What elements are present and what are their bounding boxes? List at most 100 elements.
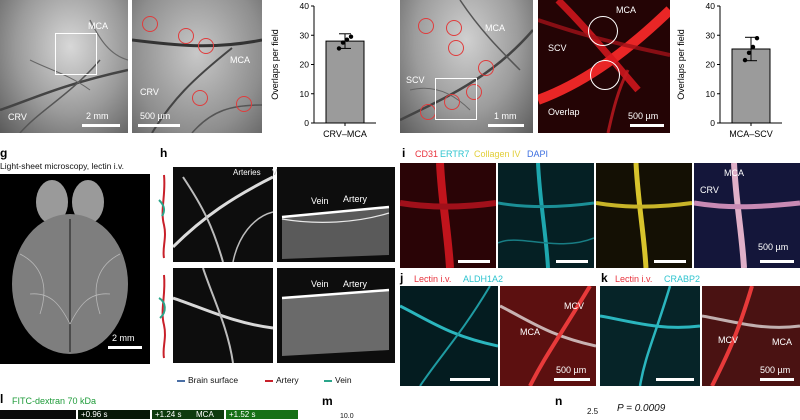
channel-collagen-iv: Collagen IV bbox=[474, 149, 521, 159]
vessel-drawing bbox=[173, 175, 273, 262]
merged-channel-image: MCA CRV 500 µm bbox=[694, 163, 800, 268]
panel-m-tick: 10.0 bbox=[340, 413, 354, 420]
vessel-drawing bbox=[173, 268, 273, 363]
label-vein: Vein bbox=[311, 279, 329, 289]
label-mca: MCA bbox=[230, 55, 250, 65]
frame-time: +0.96 s bbox=[81, 410, 108, 419]
label-artery: Artery bbox=[343, 194, 368, 204]
channel-ertr7: ERTR7 bbox=[440, 149, 470, 159]
overlap-circle bbox=[590, 60, 620, 90]
overlap-bar-chart-crv-mca: 0 10 20 30 40 Overlaps per field CRV–MCA bbox=[270, 1, 376, 139]
label-artery: Artery bbox=[343, 279, 368, 289]
y-tick-label: 40 bbox=[300, 1, 310, 11]
overlap-circle bbox=[444, 94, 460, 110]
label-mca: MCA bbox=[196, 410, 214, 419]
vessel-drawing bbox=[400, 286, 498, 386]
cortex-schematic-top bbox=[158, 174, 166, 259]
overlap-circle bbox=[236, 96, 252, 112]
channel-dapi: DAPI bbox=[527, 149, 549, 159]
panel-n-tick: 2.5 bbox=[587, 407, 599, 416]
scale-bar bbox=[554, 378, 590, 381]
panel-letter-m: m bbox=[322, 394, 333, 408]
legend-arteries: Arteries bbox=[233, 168, 261, 177]
brain-drawing bbox=[12, 180, 128, 354]
data-point bbox=[742, 57, 748, 63]
scale-bar bbox=[108, 346, 142, 349]
vessel-drawing bbox=[281, 288, 390, 356]
scale-text: 500 µm bbox=[140, 111, 171, 121]
panel-letter-g: g bbox=[0, 146, 8, 160]
panel-l-title: FITC-dextran 70 kDa bbox=[12, 396, 97, 406]
overlap-circle bbox=[478, 60, 494, 76]
overlap-circle bbox=[178, 28, 194, 44]
3d-render-top-right: Vein Artery bbox=[277, 167, 395, 262]
data-point bbox=[750, 44, 756, 50]
data-point bbox=[754, 35, 760, 41]
data-point bbox=[348, 34, 354, 39]
label-scv: SCV bbox=[406, 75, 425, 85]
vessel-drawing bbox=[702, 286, 800, 386]
scv-zoom-image: MCA SCV Overlap 500 µm bbox=[538, 0, 670, 133]
crabp2-image bbox=[600, 286, 700, 386]
panel-letter-h: h bbox=[160, 146, 168, 160]
ertr7-channel-image bbox=[498, 163, 594, 268]
vessel-drawing bbox=[498, 163, 594, 268]
cd31-channel-image bbox=[400, 163, 496, 268]
data-point bbox=[344, 37, 350, 42]
label-crv: CRV bbox=[140, 87, 159, 97]
label-mcv: MCV bbox=[564, 301, 584, 311]
key-brain-surface-swatch bbox=[177, 380, 185, 382]
vessel-drawing bbox=[596, 163, 692, 268]
label-mca: MCA bbox=[616, 5, 636, 15]
fitc-frame-2: +0.96 s bbox=[78, 410, 150, 419]
scale-text: 1 mm bbox=[494, 111, 517, 121]
overlap-circle bbox=[446, 20, 462, 36]
stain-crabp2: CRABP2 bbox=[664, 274, 701, 284]
y-tick-label: 20 bbox=[300, 60, 310, 70]
panel-letter-i: i bbox=[402, 146, 406, 160]
key-artery: Artery bbox=[276, 375, 299, 385]
fitc-frame-3: +1.24 s MCA bbox=[152, 410, 224, 419]
zoom-box bbox=[435, 78, 477, 120]
collagen-iv-channel-image bbox=[596, 163, 692, 268]
x-tick-label: MCA–SCV bbox=[729, 129, 773, 139]
y-tick-label: 40 bbox=[706, 1, 716, 11]
vessel-drawing bbox=[500, 286, 596, 386]
label-mca: MCA bbox=[724, 168, 744, 178]
bar bbox=[325, 40, 365, 124]
scale-bar bbox=[138, 124, 180, 127]
panel-letter-k: k bbox=[601, 271, 608, 285]
panel-letter-l: l bbox=[0, 392, 4, 406]
vessel-drawing bbox=[0, 19, 128, 133]
data-point bbox=[746, 50, 752, 55]
panel-letter-n: n bbox=[555, 394, 563, 408]
vessel-drawing bbox=[694, 163, 800, 268]
overlap-circle bbox=[466, 84, 482, 100]
fitc-frame-1 bbox=[0, 410, 76, 419]
overlap-circle bbox=[142, 16, 158, 32]
zoom-box bbox=[55, 33, 97, 75]
scale-bar bbox=[458, 260, 490, 263]
scale-bar bbox=[654, 260, 686, 263]
aldh1a2-image bbox=[400, 286, 498, 386]
panel-n-p-value: P = 0.0009 bbox=[617, 403, 666, 414]
key-vein-swatch bbox=[324, 380, 332, 382]
y-tick-label: 20 bbox=[706, 60, 716, 70]
channel-cd31: CD31 bbox=[415, 149, 439, 159]
overlap-circle bbox=[192, 90, 208, 106]
scale-bar bbox=[760, 260, 794, 263]
lectin-crabp2-merge-image: MCV MCA 500 µm bbox=[702, 286, 800, 386]
panel-g-title: Light-sheet microscopy, lectin i.v. bbox=[0, 161, 124, 171]
y-tick-label: 10 bbox=[300, 89, 310, 99]
label-mcv: MCV bbox=[718, 335, 738, 345]
vessel-drawing bbox=[400, 163, 496, 268]
y-tick-label: 30 bbox=[706, 30, 716, 40]
vessel-drawing bbox=[281, 205, 390, 259]
scale-text: 2 mm bbox=[112, 333, 135, 343]
frame-time: +1.24 s bbox=[155, 410, 182, 419]
scale-text: 500 µm bbox=[760, 365, 791, 375]
y-tick-label: 30 bbox=[300, 30, 310, 40]
scale-bar bbox=[82, 124, 120, 127]
frame-time: +1.52 s bbox=[229, 410, 256, 419]
vessel-drawing bbox=[132, 38, 262, 133]
